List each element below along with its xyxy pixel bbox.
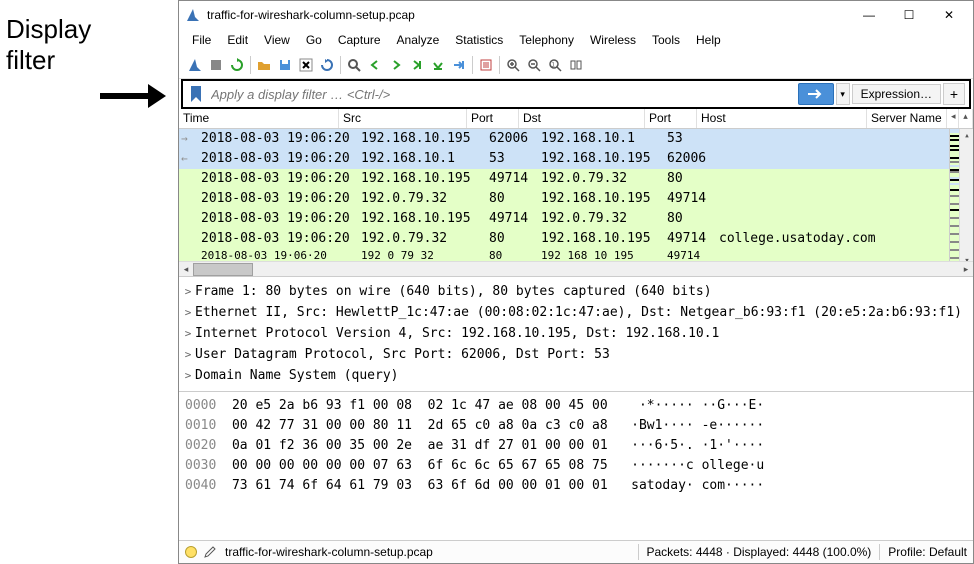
hex-line[interactable]: 0000 20 e5 2a b6 93 f1 00 08 02 1c 47 ae…: [185, 396, 967, 416]
menu-go[interactable]: Go: [299, 31, 329, 49]
zoom-reset-icon[interactable]: 1: [545, 55, 565, 75]
column-header-host[interactable]: Host: [697, 109, 867, 128]
jump-last-icon[interactable]: [407, 55, 427, 75]
expert-info-led-icon[interactable]: [185, 546, 197, 558]
resize-cols-icon[interactable]: [566, 55, 586, 75]
annotation-label: Display filter: [6, 14, 91, 76]
wireshark-window: traffic-for-wireshark-column-setup.pcap …: [178, 0, 974, 564]
restart-icon[interactable]: [227, 55, 247, 75]
hex-line[interactable]: 0020 0a 01 f2 36 00 35 00 2e ae 31 df 27…: [185, 436, 967, 456]
column-header-port1[interactable]: Port: [467, 109, 519, 128]
packet-details-pane[interactable]: > Frame 1: 80 bytes on wire (640 bits), …: [179, 277, 973, 392]
packet-list-pane: TimeSrcPortDstPortHostServer Name◂▴ →201…: [179, 109, 973, 277]
expand-arrow-icon[interactable]: >: [181, 302, 195, 323]
add-filter-button[interactable]: +: [943, 83, 965, 105]
edit-capture-icon[interactable]: [203, 545, 217, 559]
horizontal-scrollbar[interactable]: ◂ ▸: [179, 261, 973, 276]
column-header-server[interactable]: Server Name: [867, 109, 947, 128]
auto-scroll-icon[interactable]: [476, 55, 496, 75]
reload-icon[interactable]: [317, 55, 337, 75]
jump-down-icon[interactable]: [428, 55, 448, 75]
menu-capture[interactable]: Capture: [331, 31, 388, 49]
packet-row[interactable]: 2018-08-03 19:06:20192.0.79.3280192.168.…: [179, 189, 973, 209]
goto-icon[interactable]: [449, 55, 469, 75]
menu-help[interactable]: Help: [689, 31, 728, 49]
status-profile[interactable]: Profile: Default: [888, 545, 967, 559]
packet-direction-icon: ←: [181, 149, 199, 169]
status-packets: Packets: 4448 · Displayed: 4448 (100.0%): [647, 545, 872, 559]
hex-line[interactable]: 0030 00 00 00 00 00 00 07 63 6f 6c 6c 65…: [185, 456, 967, 476]
main-toolbar: 1: [179, 51, 973, 79]
close-x-icon[interactable]: [296, 55, 316, 75]
detail-tree-item[interactable]: > Ethernet II, Src: HewlettP_1c:47:ae (0…: [181, 302, 971, 323]
menu-statistics[interactable]: Statistics: [448, 31, 510, 49]
detail-tree-item[interactable]: > Domain Name System (query): [181, 365, 971, 386]
save-icon[interactable]: [275, 55, 295, 75]
detail-tree-item[interactable]: > Internet Protocol Version 4, Src: 192.…: [181, 323, 971, 344]
packet-row[interactable]: 2018-08-03 19:06:20192.0.79.3280192.168.…: [179, 229, 973, 249]
detail-tree-item[interactable]: > User Datagram Protocol, Src Port: 6200…: [181, 344, 971, 365]
filter-history-dropdown[interactable]: ▾: [836, 83, 850, 105]
scroll-up-icon[interactable]: ▴: [960, 129, 973, 143]
menu-wireless[interactable]: Wireless: [583, 31, 643, 49]
packet-row[interactable]: 2018-08-03 19:06:20192.168.10.1954971419…: [179, 209, 973, 229]
menu-view[interactable]: View: [257, 31, 297, 49]
column-header-port2[interactable]: Port: [645, 109, 697, 128]
packet-list-header: TimeSrcPortDstPortHostServer Name◂▴: [179, 109, 973, 129]
zoom-out-icon[interactable]: [524, 55, 544, 75]
packet-row[interactable]: 2018-08-03 19:06:20192.168.10.1954971419…: [179, 169, 973, 189]
open-folder-icon[interactable]: [254, 55, 274, 75]
bookmark-icon[interactable]: [187, 83, 205, 105]
column-header-time[interactable]: Time: [179, 109, 339, 128]
zoom-in-icon[interactable]: [503, 55, 523, 75]
expand-arrow-icon[interactable]: >: [181, 365, 195, 386]
hex-line[interactable]: 0010 00 42 77 31 00 00 80 11 2d 65 c0 a8…: [185, 416, 967, 436]
scroll-right-icon[interactable]: ▸: [959, 262, 973, 276]
scrollbar-thumb[interactable]: [193, 263, 253, 276]
detail-tree-item[interactable]: > Frame 1: 80 bytes on wire (640 bits), …: [181, 281, 971, 302]
column-nav-left-icon[interactable]: ◂: [947, 109, 959, 128]
menu-telephony[interactable]: Telephony: [512, 31, 581, 49]
search-icon[interactable]: [344, 55, 364, 75]
scroll-top-icon[interactable]: ▴: [959, 109, 973, 128]
minimize-button[interactable]: —: [849, 2, 889, 28]
window-title: traffic-for-wireshark-column-setup.pcap: [207, 8, 849, 22]
menu-file[interactable]: File: [185, 31, 218, 49]
menu-edit[interactable]: Edit: [220, 31, 255, 49]
column-header-src[interactable]: Src: [339, 109, 467, 128]
vertical-scrollbar[interactable]: ▴ ▾: [959, 129, 973, 261]
statusbar: traffic-for-wireshark-column-setup.pcap …: [179, 540, 973, 563]
titlebar: traffic-for-wireshark-column-setup.pcap …: [179, 1, 973, 29]
filter-apply-button[interactable]: [798, 83, 834, 105]
packet-row[interactable]: →2018-08-03 19:06:20192.168.10.195620061…: [179, 129, 973, 149]
scroll-left-icon[interactable]: ◂: [179, 262, 193, 276]
annotation-arrow: [100, 80, 170, 110]
hex-line[interactable]: 0040 73 61 74 6f 64 61 79 03 63 6f 6d 00…: [185, 476, 967, 496]
status-file: traffic-for-wireshark-column-setup.pcap: [225, 545, 433, 559]
expand-arrow-icon[interactable]: >: [181, 323, 195, 344]
packet-minimap[interactable]: [949, 129, 959, 261]
scroll-down-icon[interactable]: ▾: [960, 254, 973, 261]
maximize-button[interactable]: ☐: [889, 2, 929, 28]
expression-button[interactable]: Expression…: [852, 84, 941, 104]
display-filter-input[interactable]: [207, 84, 796, 105]
expand-arrow-icon[interactable]: >: [181, 344, 195, 365]
nav-back-icon[interactable]: [365, 55, 385, 75]
menu-analyze[interactable]: Analyze: [390, 31, 447, 49]
display-filter-bar: ▾ Expression… +: [181, 79, 971, 109]
nav-fwd-icon[interactable]: [386, 55, 406, 75]
menubar: FileEditViewGoCaptureAnalyzeStatisticsTe…: [179, 29, 973, 51]
packet-row[interactable]: ←2018-08-03 19:06:20192.168.10.153192.16…: [179, 149, 973, 169]
shark-fin-icon: [185, 7, 201, 23]
expand-arrow-icon[interactable]: >: [181, 281, 195, 302]
packet-rows[interactable]: →2018-08-03 19:06:20192.168.10.195620061…: [179, 129, 973, 261]
column-header-dst[interactable]: Dst: [519, 109, 645, 128]
stop-icon[interactable]: [206, 55, 226, 75]
packet-bytes-pane[interactable]: 0000 20 e5 2a b6 93 f1 00 08 02 1c 47 ae…: [179, 392, 973, 504]
shark-start-icon[interactable]: [185, 55, 205, 75]
menu-tools[interactable]: Tools: [645, 31, 687, 49]
close-button[interactable]: ✕: [929, 2, 969, 28]
packet-direction-icon: →: [181, 129, 199, 149]
packet-row[interactable]: 2018-08-03 19·06·20192 0 79 3280192 168 …: [179, 249, 973, 261]
